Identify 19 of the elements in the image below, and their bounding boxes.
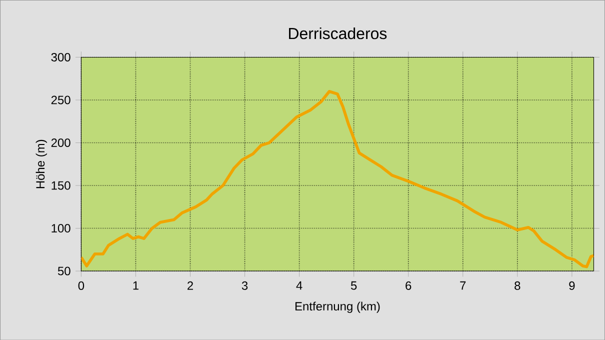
- y-tick-label: 100: [52, 224, 70, 232]
- x-tick-label: 9: [569, 281, 575, 290]
- x-tick-label: 7: [460, 281, 466, 290]
- x-tick-label: 2: [188, 281, 193, 290]
- chart-title: Derriscaderos: [289, 27, 387, 40]
- x-tick-label: 8: [514, 281, 520, 290]
- x-tick-label: 0: [78, 281, 84, 290]
- x-tick-label: 3: [242, 281, 248, 290]
- y-tick-label: 150: [52, 181, 70, 190]
- y-tick-label: 50: [58, 266, 70, 276]
- x-axis-title: Entfernung (km): [295, 302, 380, 313]
- x-tick-label: 4: [296, 281, 302, 290]
- x-tick-label: 1: [133, 281, 138, 290]
- y-tick-label: 300: [51, 52, 70, 62]
- y-tick-label: 250: [51, 96, 70, 104]
- x-tick-label: 5: [350, 281, 357, 290]
- y-tick-label: 200: [51, 138, 70, 147]
- x-tick-label: 6: [406, 281, 412, 290]
- y-axis-title: Höhe (m): [36, 140, 47, 188]
